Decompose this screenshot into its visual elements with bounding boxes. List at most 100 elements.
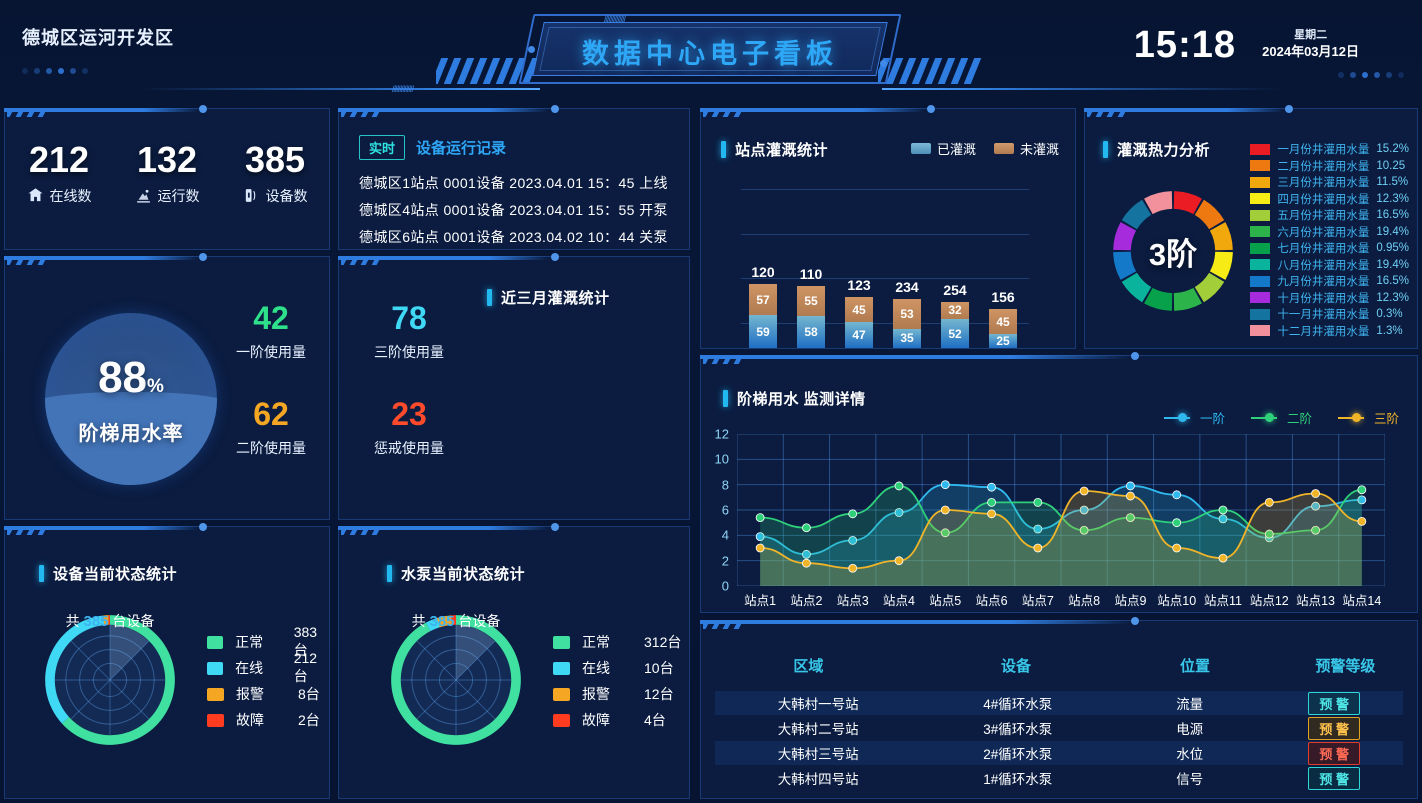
monitor-legend-item[interactable]: 三阶 — [1337, 408, 1399, 427]
series-point[interactable] — [1126, 481, 1135, 491]
series-point[interactable] — [755, 532, 765, 541]
donut-slice[interactable] — [1121, 199, 1152, 230]
series-point[interactable] — [894, 508, 904, 517]
record-row[interactable]: 德城区1站点 0001设备 2023.04.01 15：45 上线 — [359, 175, 668, 191]
series-point[interactable] — [1311, 489, 1320, 498]
heat-legend-item[interactable]: 八月份井灌用水量 19.4% — [1250, 257, 1409, 274]
series-point[interactable] — [1079, 486, 1089, 496]
kpi-item-device[interactable]: 385 设备数 — [243, 141, 308, 206]
series-point[interactable] — [940, 528, 950, 538]
series-point[interactable] — [1357, 517, 1367, 526]
heat-legend-item[interactable]: 九月份井灌用水量 16.5% — [1250, 273, 1409, 290]
heat-legend-item[interactable]: 五月份井灌用水量 16.5% — [1250, 207, 1409, 224]
donut-slice[interactable] — [1144, 287, 1173, 311]
series-point[interactable] — [1172, 543, 1182, 553]
table-row[interactable]: 大韩村二号站 3#循环水泵 电源 预 警 — [715, 716, 1403, 740]
heat-legend-item[interactable]: 一月份井灌用水量 15.2% — [1250, 141, 1409, 158]
heat-legend-item[interactable]: 二月份井灌用水量 10.25 — [1250, 158, 1409, 175]
series-point[interactable] — [1033, 498, 1043, 507]
series-point[interactable] — [987, 498, 996, 507]
donut-slice[interactable] — [1209, 251, 1233, 280]
series-point[interactable] — [940, 505, 950, 515]
bar-column[interactable]: 45 47 — [845, 297, 873, 348]
donut-slice[interactable] — [1173, 191, 1202, 215]
heat-legend-item[interactable]: 四月份井灌用水量 12.3% — [1250, 191, 1409, 208]
heat-legend-item[interactable]: 十一月井灌用水量 0.3% — [1250, 306, 1409, 323]
status-legend-item[interactable]: 在线 212台 — [207, 650, 329, 684]
bar-column[interactable]: 45 25 — [989, 309, 1017, 348]
record-row[interactable]: 德城区6站点 0001设备 2023.04.02 10：44 关泵 — [359, 229, 668, 245]
donut-slice[interactable] — [45, 615, 105, 724]
donut-slice[interactable] — [436, 615, 452, 628]
bar-column[interactable]: 53 35 — [893, 299, 921, 348]
status-legend-item[interactable]: 正常 312台 — [553, 629, 681, 655]
series-point[interactable] — [1311, 501, 1320, 511]
monitor-legend-item[interactable]: 二阶 — [1250, 408, 1312, 427]
series-point[interactable] — [1264, 498, 1274, 507]
series-point[interactable] — [1218, 505, 1228, 515]
legend-item-not-irrigated[interactable]: 未灌溉 — [993, 139, 1059, 158]
series-point[interactable] — [755, 543, 765, 553]
heat-legend-item[interactable]: 七月份井灌用水量 0.95% — [1250, 240, 1409, 257]
series-point[interactable] — [894, 481, 904, 491]
series-point[interactable] — [1218, 553, 1228, 563]
table-row[interactable]: 大韩村四号站 1#循环水泵 信号 预 警 — [715, 766, 1403, 790]
status-legend-item[interactable]: 报警 12台 — [553, 681, 681, 707]
series-point[interactable] — [848, 563, 858, 573]
donut-slice[interactable] — [103, 615, 109, 626]
series-point[interactable] — [1264, 529, 1274, 539]
donut-slice[interactable] — [1113, 222, 1137, 251]
table-row[interactable]: 大韩村三号站 2#循环水泵 水位 预 警 — [715, 741, 1403, 765]
series-point[interactable] — [1079, 505, 1089, 515]
record-row[interactable]: 德城区4站点 0001设备 2023.04.01 15：55 开泵 — [359, 202, 668, 218]
donut-slice[interactable] — [1194, 199, 1225, 230]
status-badge[interactable]: 预 警 — [1308, 716, 1360, 740]
series-point[interactable] — [1033, 524, 1043, 534]
series-point[interactable] — [755, 513, 765, 522]
heat-legend-item[interactable]: 十二月井灌用水量 1.3% — [1250, 323, 1409, 340]
bar-column[interactable]: 32 52 — [941, 301, 969, 348]
bar-column[interactable]: 55 58 — [797, 285, 825, 348]
legend-item-irrigated[interactable]: 已灌溉 — [910, 139, 976, 158]
series-point[interactable] — [1033, 543, 1043, 553]
status-legend-item[interactable]: 正常 383台 — [207, 624, 329, 658]
donut-slice[interactable] — [1113, 251, 1137, 280]
table-row[interactable]: 大韩村一号站 4#循环水泵 流量 预 警 — [715, 691, 1403, 715]
monitor-legend-item[interactable]: 一阶 — [1163, 408, 1225, 427]
series-point[interactable] — [1172, 518, 1182, 528]
series-point[interactable] — [1311, 525, 1320, 535]
kpi-item-running[interactable]: 132 运行数 — [135, 141, 200, 206]
series-point[interactable] — [802, 558, 811, 568]
donut-slice[interactable] — [1144, 191, 1173, 215]
donut-slice[interactable] — [108, 615, 110, 625]
series-point[interactable] — [848, 509, 858, 519]
series-point[interactable] — [940, 480, 950, 490]
status-legend-item[interactable]: 故障 2台 — [207, 707, 329, 733]
series-point[interactable] — [802, 549, 811, 559]
donut-slice[interactable] — [61, 615, 175, 745]
series-point[interactable] — [1218, 514, 1228, 524]
series-point[interactable] — [1126, 513, 1135, 522]
kpi-item-online[interactable]: 212 在线数 — [27, 141, 92, 206]
series-point[interactable] — [1126, 491, 1135, 501]
donut-slice[interactable] — [1209, 222, 1233, 251]
donut-slice[interactable] — [451, 615, 456, 625]
bar-column[interactable]: 57 59 — [749, 283, 777, 348]
series-point[interactable] — [1079, 525, 1089, 535]
status-badge[interactable]: 预 警 — [1308, 741, 1360, 765]
heat-legend-item[interactable]: 三月份井灌用水量 11.5% — [1250, 174, 1409, 191]
series-point[interactable] — [1172, 490, 1182, 500]
series-point[interactable] — [987, 482, 996, 492]
donut-slice[interactable] — [1121, 272, 1152, 303]
donut-slice[interactable] — [425, 617, 440, 632]
donut-slice[interactable] — [1194, 272, 1225, 303]
series-point[interactable] — [894, 556, 904, 566]
series-point[interactable] — [802, 523, 811, 533]
series-point[interactable] — [987, 509, 996, 519]
series-point[interactable] — [848, 536, 858, 545]
series-point[interactable] — [1357, 495, 1367, 505]
status-legend-item[interactable]: 在线 10台 — [553, 655, 681, 681]
status-badge[interactable]: 预 警 — [1308, 766, 1360, 790]
status-legend-item[interactable]: 故障 4台 — [553, 707, 681, 733]
status-badge[interactable]: 预 警 — [1308, 691, 1360, 715]
